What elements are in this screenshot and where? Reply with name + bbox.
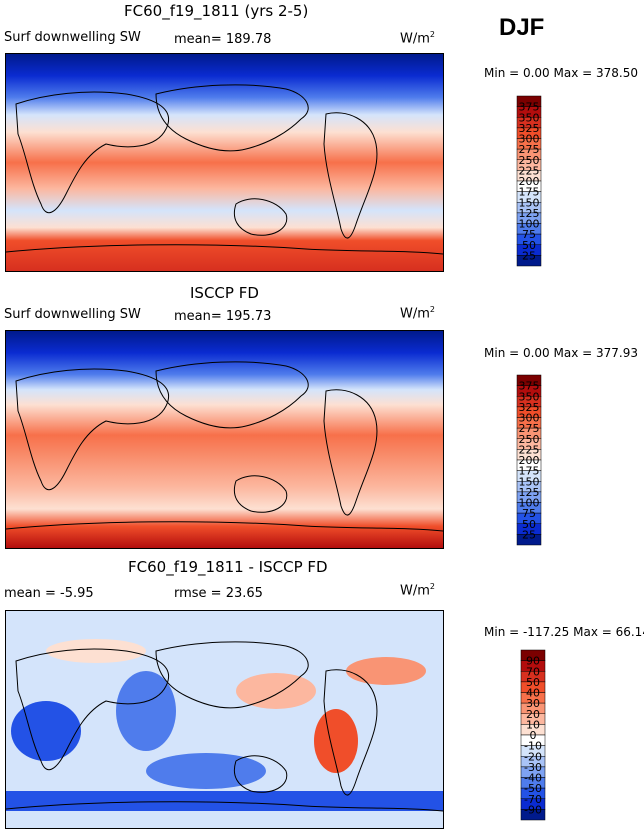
panel-2-map-field — [6, 331, 443, 548]
colorbar-2-tick-label: 125 — [519, 486, 540, 499]
colorbar-3-tick-label: -70 — [524, 793, 542, 806]
panel-3-rmse-label: rmse = 23.65 — [174, 586, 263, 601]
panel-1-background-field — [6, 54, 443, 271]
panel-1-title: FC60_f19_1811 (yrs 2-5) — [124, 2, 309, 20]
panel-3-map-field — [6, 611, 443, 828]
panel-1-colorbar-svg: 3753503253002752502252001751501251007550… — [516, 95, 542, 267]
colorbar-3-tick-label: -50 — [524, 782, 542, 795]
colorbar-1-tick-label: 250 — [519, 154, 540, 167]
colorbar-2-tick-label: 100 — [519, 497, 540, 510]
panel-2-title: ISCCP FD — [190, 284, 259, 302]
colorbar-2-tick-label: 250 — [519, 433, 540, 446]
colorbar-2-tick-label: 375 — [519, 380, 540, 393]
colorbar-1-tick-label: 100 — [519, 218, 540, 231]
colorbar-3-tick-label: -20 — [524, 750, 542, 763]
colorbar-2-tick-label: 225 — [519, 443, 540, 456]
colorbar-2-tick-label: 75 — [522, 507, 536, 520]
panel-1-units: W/m2 — [400, 30, 435, 47]
colorbar-3-tick-label: 10 — [526, 718, 540, 731]
colorbar-2-tick-label: 275 — [519, 422, 540, 435]
colorbar-1-tick-label: 350 — [519, 111, 540, 124]
colorbar-2-swatch-15 — [516, 534, 542, 546]
colorbar-2-tick-label: 300 — [519, 412, 540, 425]
panel-2-map — [5, 330, 444, 549]
panel-1-colorbar: 375 350 325 300 275 250 225 200 175 150 125 100 75 50… — [516, 95, 577, 268]
colorbar-1-tick-label: 125 — [519, 207, 540, 220]
panel-3-continents — [6, 641, 443, 812]
colorbar-1-tick-label: 300 — [519, 133, 540, 146]
colorbar-1-tick-label: 25 — [522, 249, 536, 262]
panel-3-map — [5, 610, 444, 829]
panel-2-colorbar: 375 350 325 300 275 250 225 200 175 150 125 100 75 50… — [516, 374, 577, 547]
colorbar-1-swatch-15 — [516, 255, 542, 267]
colorbar-1-tick-label: 175 — [519, 186, 540, 199]
colorbar-2-tick-label: 25 — [522, 528, 536, 541]
panel-3-anomaly-blobs — [6, 639, 443, 811]
colorbar-3-tick-label: -90 — [524, 803, 542, 816]
panel-1-map — [5, 53, 444, 272]
panel-3-title: FC60_f19_1811 - ISCCP FD — [128, 558, 328, 576]
panel-2-units: W/m2 — [400, 305, 435, 322]
colorbar-3-tick-label: 70 — [526, 665, 540, 678]
panel-1-map-field — [6, 54, 443, 271]
colorbar-3-swatch-15 — [520, 809, 546, 821]
colorbar-2-tick-label: 325 — [519, 401, 540, 414]
panel-1-mean-label: mean= 189.78 — [174, 32, 272, 47]
colorbar-3-tick-label: 50 — [526, 676, 540, 689]
season-label: DJF — [499, 14, 545, 41]
colorbar-1-tick-label: 375 — [519, 101, 540, 114]
colorbar-1-tick-label: 50 — [522, 239, 536, 252]
panel-2-colorbar-svg: 3753503253002752502252001751501251007550… — [516, 374, 542, 546]
panel-2-background-field — [6, 331, 443, 548]
colorbar-1-tick-label: 225 — [519, 164, 540, 177]
colorbar-3-tick-label: 0 — [530, 729, 537, 742]
colorbar-3-tick-label: -30 — [524, 761, 542, 774]
colorbar-2-tick-label: 200 — [519, 454, 540, 467]
colorbar-3-tick-label: 40 — [526, 687, 540, 700]
colorbar-2-tick-label: 50 — [522, 518, 536, 531]
colorbar-1-tick-label: 200 — [519, 175, 540, 188]
panel-3-mean-label: mean = -5.95 — [4, 586, 94, 601]
colorbar-3-tick-label: -40 — [524, 772, 542, 785]
colorbar-1-tick-label: 325 — [519, 122, 540, 135]
colorbar-2-tick-label: 175 — [519, 465, 540, 478]
colorbar-3-tick-label: 20 — [526, 708, 540, 721]
colorbar-3-tick-label: 90 — [526, 655, 540, 668]
panel-1-minmax: Min = 0.00 Max = 378.50 — [484, 66, 638, 80]
colorbar-1-tick-label: 75 — [522, 228, 536, 241]
colorbar-2-tick-label: 150 — [519, 475, 540, 488]
panel-2-variable-label: Surf downwelling SW — [4, 307, 141, 322]
panel-3-colorbar: 90 70 50 40 30 20 10 0 -10 -20 -30 -40 -50 -70 -90 — [520, 649, 581, 822]
colorbar-2-tick-label: 350 — [519, 390, 540, 403]
panel-2-minmax: Min = 0.00 Max = 377.93 — [484, 346, 638, 360]
panel-1-variable-label: Surf downwelling SW — [4, 30, 141, 45]
panel-3-minmax: Min = -117.25 Max = 66.14 — [484, 625, 644, 639]
panel-1-continents — [6, 84, 443, 255]
panel-2-mean-label: mean= 195.73 — [174, 309, 272, 324]
panel-2-continents — [6, 361, 443, 532]
panel-3-units: W/m2 — [400, 582, 435, 599]
colorbar-3-tick-label: 30 — [526, 697, 540, 710]
colorbar-3-tick-label: -10 — [524, 740, 542, 753]
colorbar-1-tick-label: 150 — [519, 196, 540, 209]
colorbar-1-tick-label: 275 — [519, 143, 540, 156]
